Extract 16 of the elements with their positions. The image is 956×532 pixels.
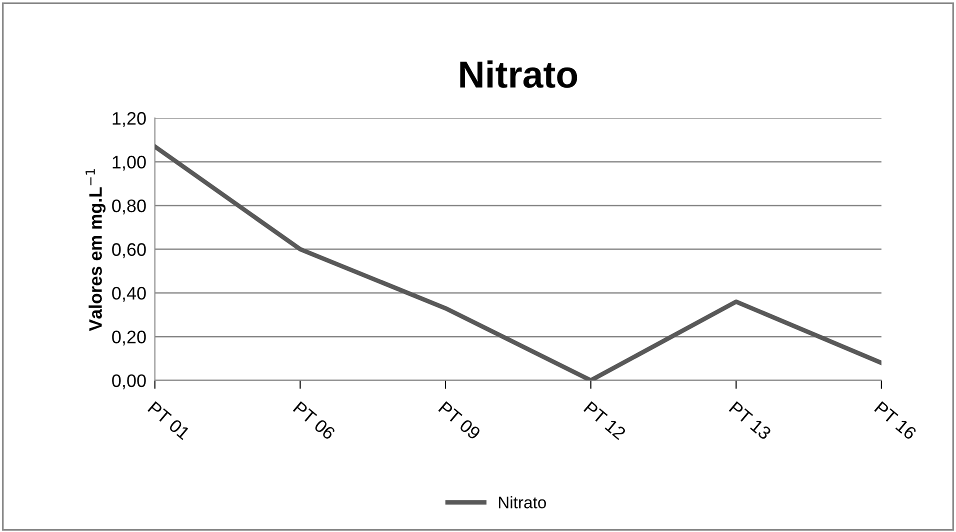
y-axis-title: Valores em mg.L$^{−1}$ — [86, 169, 106, 332]
x-tick-label: PT 12 — [584, 401, 626, 440]
x-tick-label: PT 09 — [438, 401, 482, 440]
y-tick-label: 0,00 — [112, 374, 146, 390]
y-tick-label: 0,80 — [112, 199, 146, 214]
y-tick-label: 0,20 — [112, 330, 146, 346]
y-tick-label: 1,20 — [112, 112, 146, 127]
chart-title: Nitrato — [460, 60, 578, 88]
x-tick-label: PT 01 — [147, 401, 191, 440]
y-tick-label: 0,60 — [112, 243, 146, 258]
legend-label: Nitrato — [498, 496, 546, 508]
x-tick-label: PT 06 — [292, 401, 336, 440]
y-tick-label: 1,00 — [112, 156, 146, 171]
x-tick-label: PT 16 — [874, 401, 918, 440]
y-tick-label: 0,40 — [112, 286, 146, 302]
x-tick-label: PT 13 — [728, 401, 772, 440]
